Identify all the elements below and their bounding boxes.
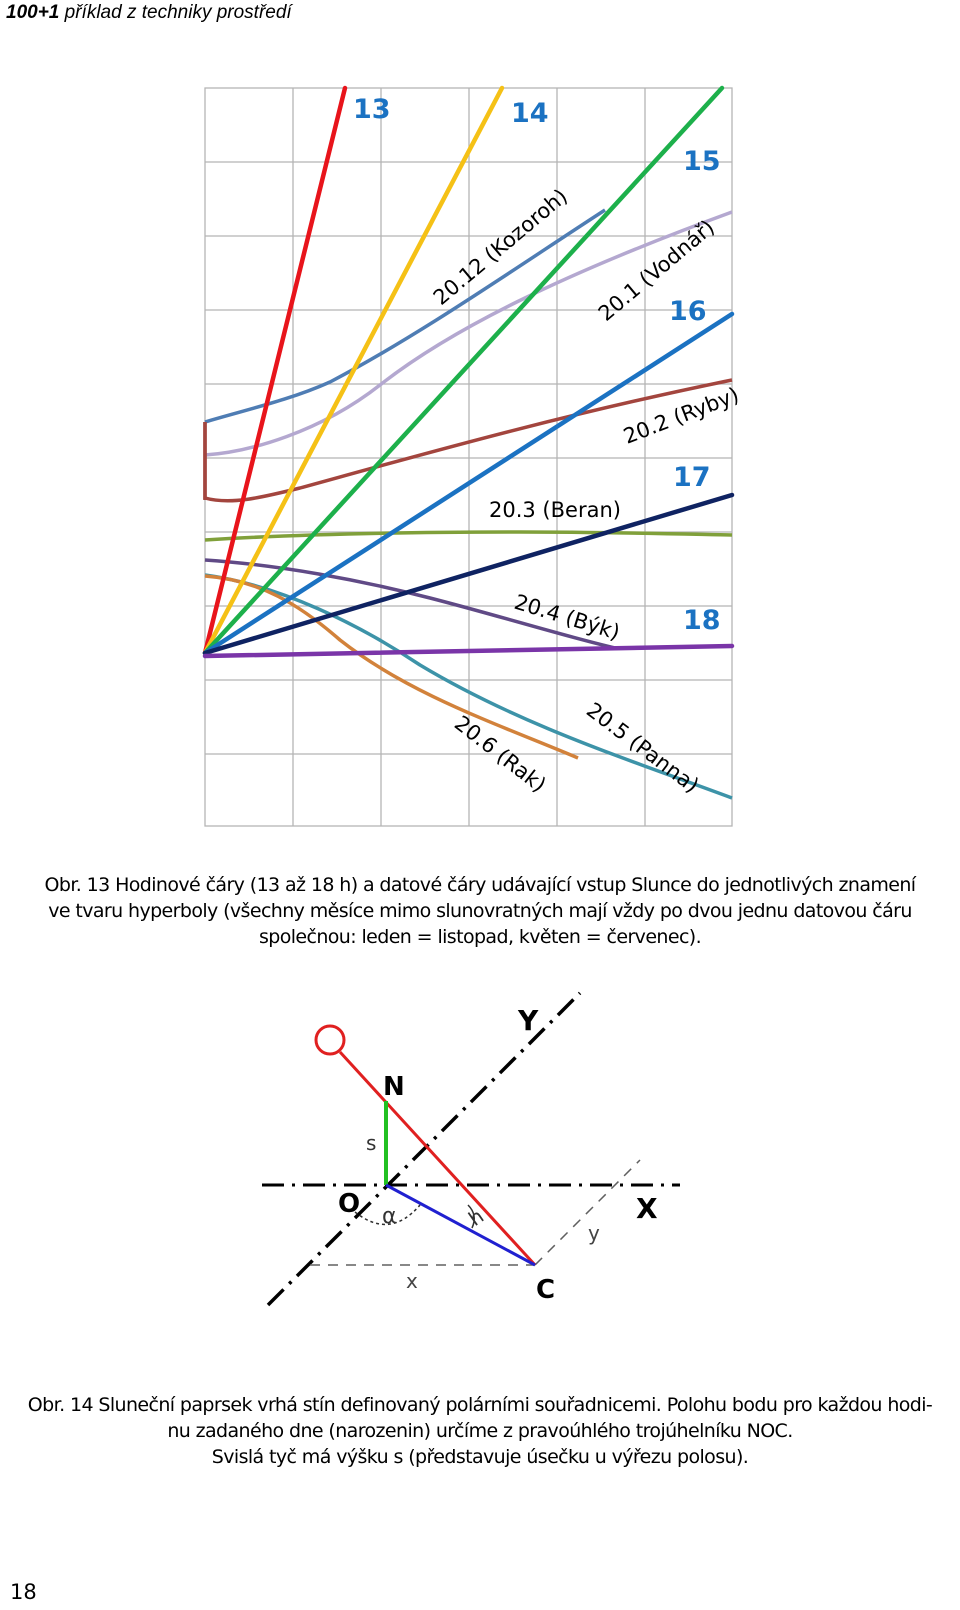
label-c: C bbox=[536, 1275, 555, 1305]
y-coordinate-line bbox=[534, 1159, 641, 1266]
label-x-axis: X bbox=[636, 1192, 658, 1225]
caption-line: nu zadaného dne (narozenin) určíme z pra… bbox=[167, 1420, 793, 1442]
label-y: y bbox=[588, 1221, 600, 1245]
hour-line-15 bbox=[202, 85, 725, 656]
label-y-axis: Y bbox=[517, 1004, 539, 1037]
label-x: x bbox=[406, 1269, 418, 1293]
label-alpha: α bbox=[382, 1204, 397, 1229]
sundial-hour-lines-figure: 13 14 15 16 17 18 20.12 (Kozoroh) 20.1 (… bbox=[202, 85, 742, 827]
caption-line: společnou: leden = listopad, květen = če… bbox=[258, 926, 702, 948]
sun-icon bbox=[314, 1024, 346, 1056]
date-line-beran bbox=[204, 530, 733, 542]
hour-label-18: 18 bbox=[683, 605, 721, 636]
header-italic: příklad z techniky prostředí bbox=[59, 2, 292, 23]
caption-line: Obr. 14 Sluneční paprsek vrhá stín defin… bbox=[27, 1394, 933, 1416]
label-n: N bbox=[383, 1072, 405, 1102]
hour-line-17 bbox=[202, 492, 735, 656]
sun-ray bbox=[338, 1050, 537, 1267]
date-line-rak bbox=[204, 574, 579, 760]
running-header: 100+1 příklad z techniky prostředí bbox=[6, 2, 292, 24]
angle-alpha-arc bbox=[354, 1204, 421, 1226]
hour-label-13: 13 bbox=[353, 94, 391, 125]
date-label-beran: 20.3 (Beran) bbox=[489, 498, 621, 522]
angle-h-arc bbox=[467, 1204, 475, 1229]
page-number: 18 bbox=[10, 1580, 37, 1604]
caption-line: Svislá tyč má výšku s (představuje úsečk… bbox=[211, 1446, 749, 1468]
figure-13-caption: Obr. 13 Hodinové čáry (13 až 18 h) a dat… bbox=[0, 872, 960, 950]
label-s: s bbox=[366, 1131, 376, 1155]
hour-label-14: 14 bbox=[511, 98, 549, 129]
hour-line-18 bbox=[202, 643, 735, 659]
date-line-kozoroh bbox=[204, 208, 606, 424]
hour-line-16 bbox=[202, 311, 735, 656]
date-line-vodnar bbox=[204, 210, 733, 457]
y-axis bbox=[266, 991, 582, 1307]
grid bbox=[204, 87, 733, 827]
date-line-byk bbox=[204, 558, 616, 650]
hour-label-17: 17 bbox=[673, 462, 711, 493]
caption-line: Obr. 13 Hodinové čáry (13 až 18 h) a dat… bbox=[44, 874, 917, 896]
hour-label-16: 16 bbox=[669, 296, 707, 327]
caption-line: ve tvaru hyperboly (všechny měsíce mimo … bbox=[48, 900, 912, 922]
figure-14-caption: Obr. 14 Sluneční paprsek vrhá stín defin… bbox=[0, 1392, 960, 1470]
label-o: O bbox=[338, 1189, 360, 1219]
shadow-line bbox=[385, 1183, 536, 1267]
header-bold: 100+1 bbox=[6, 2, 60, 23]
date-line-panna bbox=[204, 573, 733, 800]
hour-line-14 bbox=[202, 85, 505, 656]
hour-line-13 bbox=[202, 85, 348, 656]
polar-coordinates-figure: Y X N s O α h C x y bbox=[262, 991, 680, 1307]
hour-label-15: 15 bbox=[683, 146, 721, 177]
